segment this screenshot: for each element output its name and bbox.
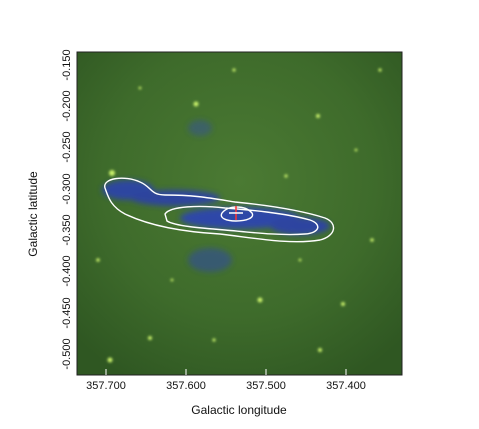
y-tick: -0.350 bbox=[61, 214, 73, 245]
y-tick: -0.400 bbox=[61, 255, 73, 286]
y-tick-label: -0.250 bbox=[61, 131, 73, 162]
y-tick-label: -0.300 bbox=[61, 173, 73, 204]
y-tick-label: -0.500 bbox=[61, 338, 73, 369]
star-field bbox=[96, 68, 382, 363]
y-tick: -0.300 bbox=[61, 173, 73, 204]
plot-frame bbox=[76, 51, 403, 376]
x-tick-label: 357.700 bbox=[86, 380, 126, 392]
y-tick: -0.500 bbox=[61, 338, 73, 369]
image-panel bbox=[77, 52, 402, 375]
x-tick-label: 357.500 bbox=[246, 380, 286, 392]
y-tick: -0.200 bbox=[61, 90, 73, 121]
y-tick-label: -0.400 bbox=[61, 255, 73, 286]
x-axis-title: Galactic longitude bbox=[191, 403, 287, 417]
y-tick-label: -0.200 bbox=[61, 90, 73, 121]
x-tick-label: 357.400 bbox=[326, 380, 366, 392]
y-tick: -0.150 bbox=[61, 49, 73, 80]
dark-filament bbox=[102, 120, 330, 272]
x-tick-label: 357.600 bbox=[166, 380, 206, 392]
inner-contour bbox=[164, 205, 319, 236]
y-tick-label: -0.350 bbox=[61, 214, 73, 245]
y-axis-title: Galactic latitude bbox=[26, 171, 40, 257]
outer-contour bbox=[104, 177, 335, 243]
y-tick: -0.450 bbox=[61, 297, 73, 328]
y-tick: -0.250 bbox=[61, 131, 73, 162]
x-axis: 357.700 357.600 357.500 357.400 Galactic… bbox=[86, 369, 366, 417]
y-tick-label: -0.450 bbox=[61, 297, 73, 328]
y-axis: -0.150 -0.200 -0.250 -0.300 -0.350 -0.40… bbox=[26, 49, 73, 369]
cross-icon bbox=[229, 206, 243, 220]
y-tick-label: -0.150 bbox=[61, 49, 73, 80]
